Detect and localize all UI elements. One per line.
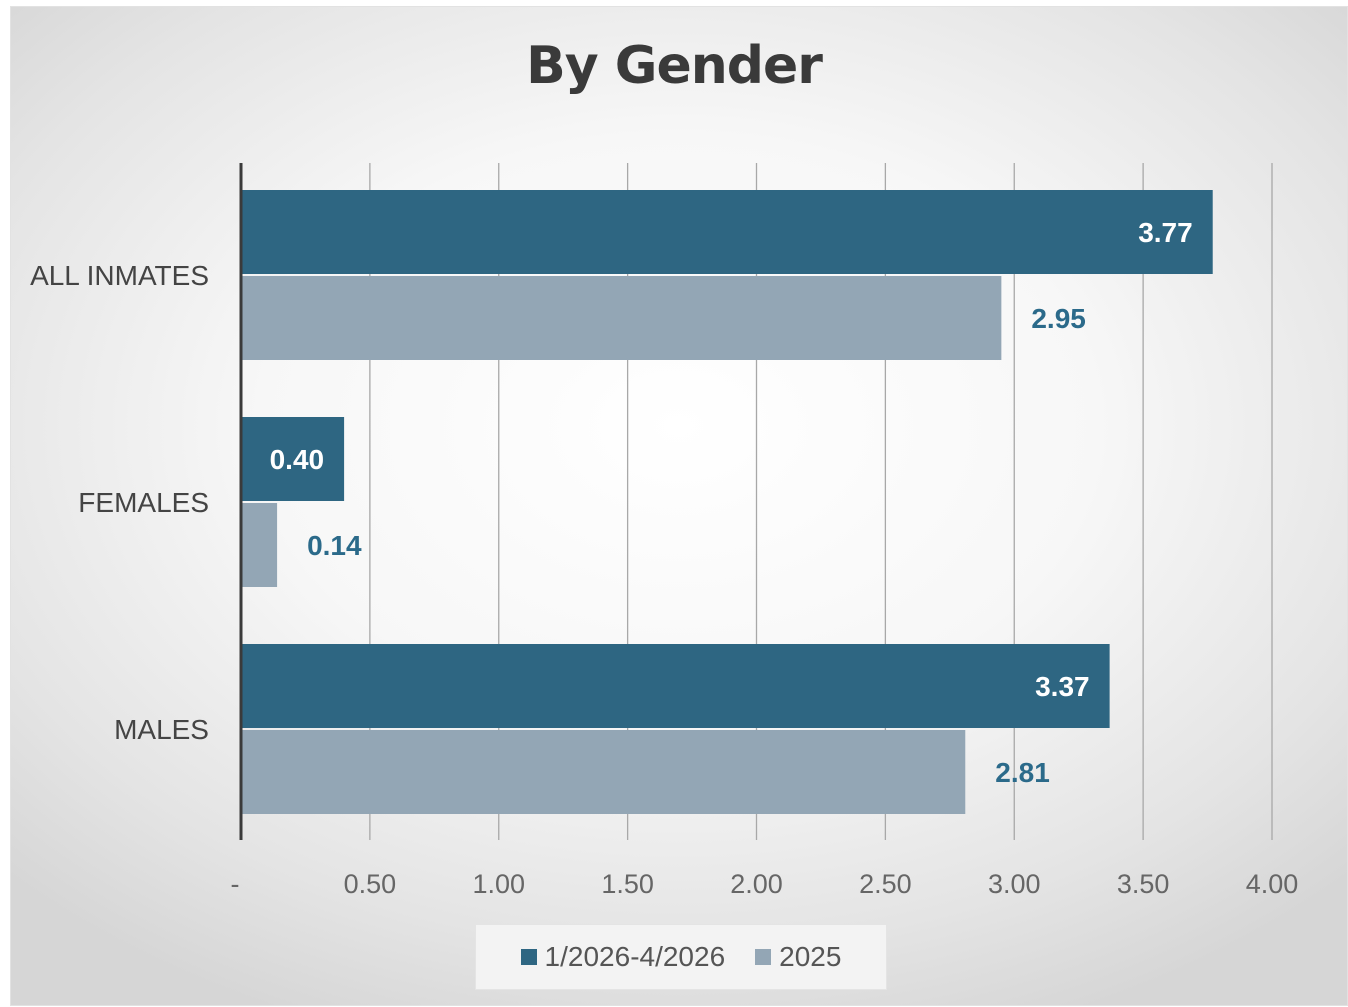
x-tick-label: 1.50 xyxy=(601,869,654,899)
legend-swatch-series-1 xyxy=(520,949,537,965)
x-tick-label: 4.00 xyxy=(1246,869,1299,899)
bar xyxy=(241,417,345,501)
legend: 1/2026-4/2026 2025 xyxy=(475,924,887,990)
data-label: 2.95 xyxy=(1031,303,1086,334)
x-tick-label: 3.00 xyxy=(988,869,1041,899)
data-label: 2.81 xyxy=(995,757,1050,788)
category-label: ALL INMATES xyxy=(30,260,209,291)
bar xyxy=(241,730,966,814)
legend-label-series-1: 1/2026-4/2026 xyxy=(544,941,726,972)
category-label: FEMALES xyxy=(78,487,209,518)
bar xyxy=(241,503,278,587)
x-tick-label: 2.00 xyxy=(730,869,783,899)
data-label: 0.14 xyxy=(307,530,362,561)
chart-area xyxy=(10,6,1348,1006)
data-label: 3.37 xyxy=(1035,671,1090,702)
x-tick-label: 3.50 xyxy=(1117,869,1170,899)
bar xyxy=(241,276,1002,360)
x-tick-label: 1.00 xyxy=(472,869,525,899)
x-tick-label: 2.50 xyxy=(859,869,912,899)
category-label: MALES xyxy=(114,714,209,745)
bar xyxy=(241,190,1213,274)
x-tick-label: 0.50 xyxy=(344,869,397,899)
data-label: 0.40 xyxy=(270,444,325,475)
legend-item-series-2: 2025 xyxy=(755,941,841,973)
x-tick-label: - xyxy=(231,869,240,899)
chart-title: By Gender xyxy=(526,36,823,96)
legend-item-series-1: 1/2026-4/2026 xyxy=(520,941,726,973)
data-label: 3.77 xyxy=(1138,217,1193,248)
legend-swatch-series-2 xyxy=(755,949,772,965)
legend-label-series-2: 2025 xyxy=(779,941,842,972)
bar xyxy=(241,644,1110,728)
